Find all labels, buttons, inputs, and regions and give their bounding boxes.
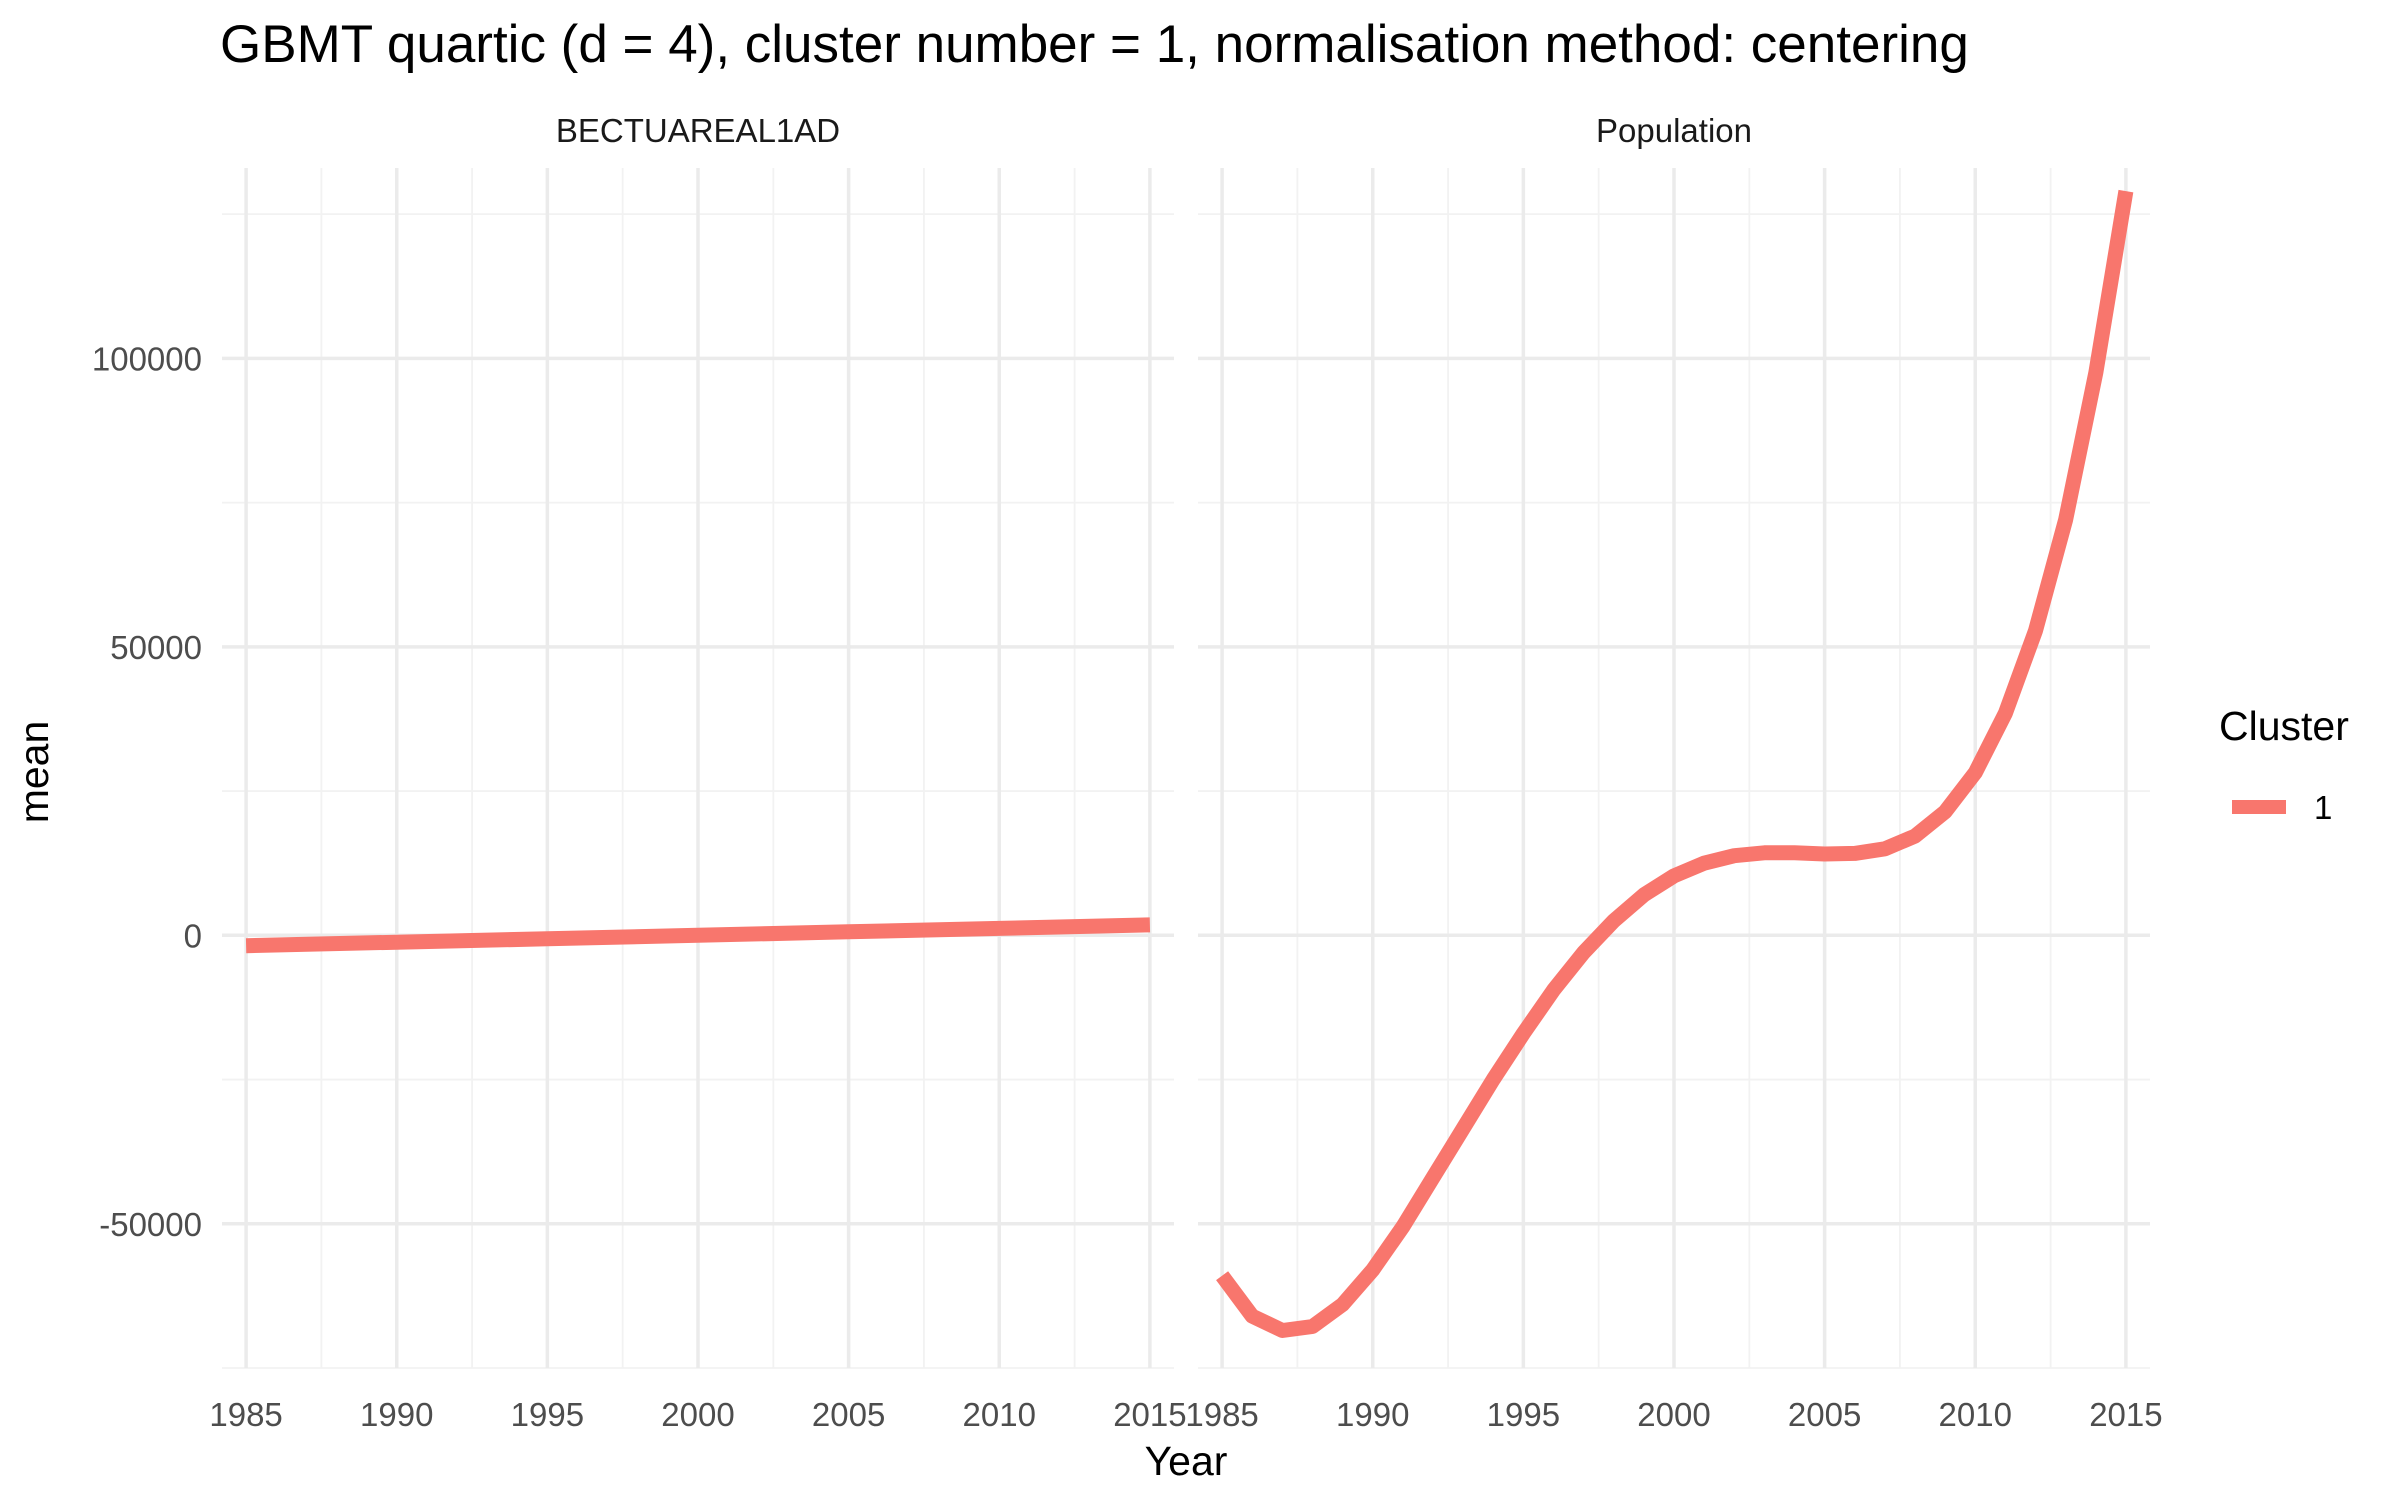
x-tick-label: 2005 xyxy=(1788,1396,1861,1433)
x-tick-label: 2000 xyxy=(661,1396,734,1433)
x-tick-label: 1985 xyxy=(209,1396,282,1433)
x-tick-label: 2000 xyxy=(1637,1396,1710,1433)
legend-label-cluster-1: 1 xyxy=(2314,789,2332,826)
series-line-cluster-1 xyxy=(245,917,1151,954)
x-tick-label: 2010 xyxy=(963,1396,1036,1433)
x-tick-label: 1995 xyxy=(1487,1396,1560,1433)
series-line-cluster-1 xyxy=(1216,189,2134,1338)
x-tick-label: 2015 xyxy=(2089,1396,2162,1433)
x-tick-label: 2015 xyxy=(1113,1396,1186,1433)
legend: Cluster 1 xyxy=(2219,703,2349,826)
y-tick-label: -50000 xyxy=(99,1206,202,1243)
x-tick-label: 2005 xyxy=(812,1396,885,1433)
x-tick-label: 1985 xyxy=(1185,1396,1258,1433)
facet-strip-label: BECTUAREAL1AD xyxy=(556,112,840,149)
y-axis-title: mean xyxy=(11,721,57,824)
facet-panel-2: Population 1985 1990 1995 2000 2005 2010 2015 xyxy=(1185,112,2162,1433)
legend-title: Cluster xyxy=(2219,703,2349,749)
chart-title: GBMT quartic (d = 4), cluster number = 1… xyxy=(220,15,1969,74)
y-tick-label: 50000 xyxy=(110,629,202,666)
facet-strip-label: Population xyxy=(1596,112,1752,149)
x-tick-label: 2010 xyxy=(1939,1396,2012,1433)
x-tick-label: 1990 xyxy=(360,1396,433,1433)
x-tick-label: 1995 xyxy=(511,1396,584,1433)
facet-panels: BECTUAREAL1AD 1985 1990 1995 2000 2005 2010 201… xyxy=(92,112,2163,1433)
facet-panel-1: BECTUAREAL1AD 1985 1990 1995 2000 2005 2010 201… xyxy=(92,112,1187,1433)
x-tick-label: 1990 xyxy=(1336,1396,1409,1433)
x-axis-title: Year xyxy=(1145,1438,1228,1484)
y-tick-label: 100000 xyxy=(92,340,202,377)
y-tick-label: 0 xyxy=(184,917,202,954)
